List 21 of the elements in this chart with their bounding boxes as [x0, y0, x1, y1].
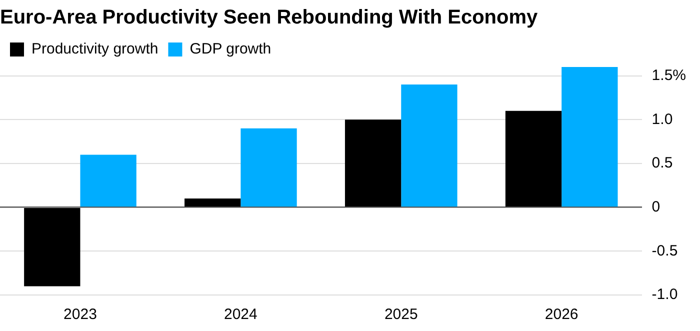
bar: [562, 67, 618, 207]
y-tick-label: 1.5%: [652, 66, 686, 84]
y-tick-label: -0.5: [652, 242, 678, 260]
bar: [80, 154, 136, 207]
chart-title: Euro-Area Productivity Seen Rebounding With Economy: [0, 6, 539, 29]
x-tick-label: 2026: [544, 306, 578, 324]
bar: [184, 198, 241, 207]
y-tick-label: 0: [652, 198, 660, 216]
legend-label: GDP growth: [190, 40, 272, 58]
bar: [401, 84, 458, 207]
x-tick-label: 2024: [224, 306, 258, 324]
y-tick-label: 0.5: [652, 154, 673, 172]
bar: [344, 120, 402, 207]
y-tick-label: 1.0: [652, 110, 673, 128]
y-tick-label: -1.0: [652, 286, 678, 304]
x-tick-label: 2025: [384, 306, 418, 324]
x-tick-label: 2023: [64, 306, 97, 324]
bar: [240, 128, 297, 207]
bar: [24, 208, 80, 286]
legend-label: Productivity growth: [32, 40, 158, 58]
bar: [505, 110, 562, 207]
